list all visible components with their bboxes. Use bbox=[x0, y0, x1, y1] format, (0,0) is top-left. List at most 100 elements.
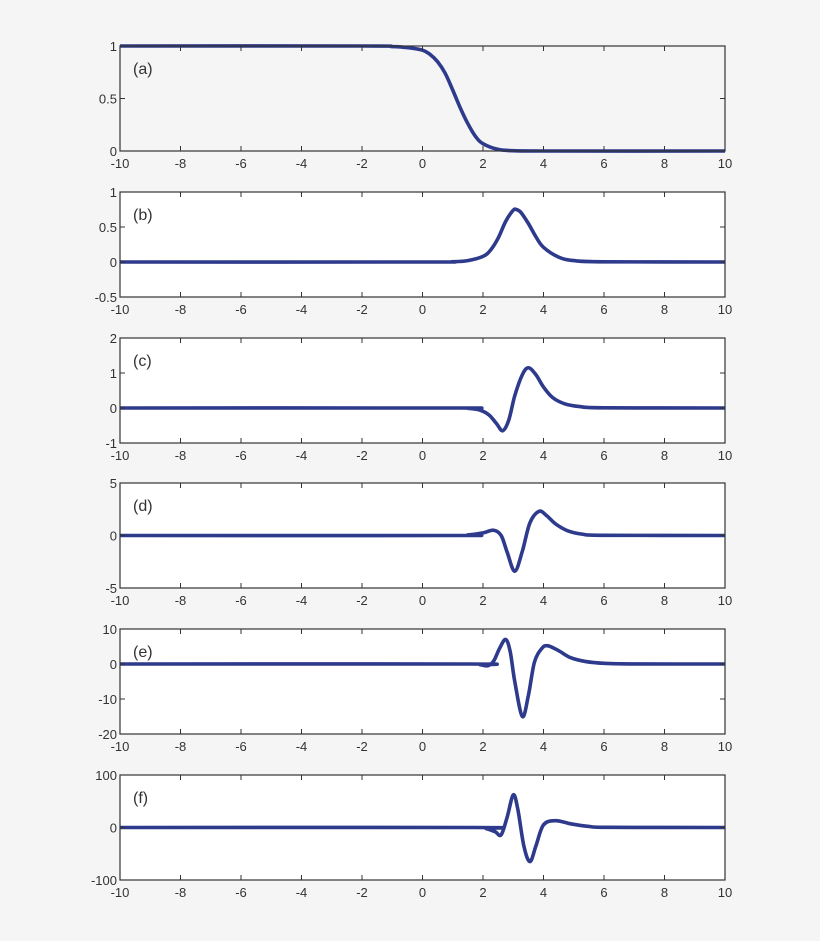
plot-area bbox=[120, 338, 725, 443]
x-tick-label: 10 bbox=[718, 302, 732, 317]
x-tick-label: -6 bbox=[235, 593, 247, 608]
x-tick-label: 6 bbox=[600, 593, 607, 608]
x-tick-label: -2 bbox=[356, 885, 368, 900]
x-tick-label: -6 bbox=[235, 739, 247, 754]
x-tick-label: 8 bbox=[661, 448, 668, 463]
subplot-a: -10 -8 -6 -4 -2 0 2 4 6 8 10 0 0.5 1 (a) bbox=[99, 39, 732, 171]
data-line bbox=[120, 509, 725, 573]
y-tick-label: 100 bbox=[95, 768, 117, 783]
x-tick-label: 8 bbox=[661, 885, 668, 900]
x-tick-label: 0 bbox=[419, 448, 426, 463]
plot-area bbox=[120, 629, 725, 734]
y-tick-label: 0.5 bbox=[99, 220, 117, 235]
x-tick-label: -8 bbox=[175, 156, 187, 171]
x-tick-label: -8 bbox=[175, 593, 187, 608]
y-tick-label: -1 bbox=[105, 436, 117, 451]
x-tick-label: 2 bbox=[479, 739, 486, 754]
x-tick-label: -10 bbox=[111, 739, 130, 754]
y-tick-label: -100 bbox=[91, 873, 117, 888]
x-tick-label: -4 bbox=[296, 885, 308, 900]
x-tick-label: 6 bbox=[600, 302, 607, 317]
x-tick-label: 8 bbox=[661, 156, 668, 171]
x-tick-label: 0 bbox=[419, 739, 426, 754]
x-tick-label: 4 bbox=[540, 593, 547, 608]
y-tick-label: 0 bbox=[110, 529, 117, 544]
x-tick-label: 2 bbox=[479, 593, 486, 608]
y-tick-label: -0.5 bbox=[95, 290, 117, 305]
x-tick-label: -4 bbox=[296, 593, 308, 608]
y-tick-label: 0 bbox=[110, 821, 117, 836]
x-tick-label: -6 bbox=[235, 302, 247, 317]
y-tick-label: 0 bbox=[110, 144, 117, 159]
x-tick-label: -10 bbox=[111, 593, 130, 608]
panel-label: (c) bbox=[133, 353, 152, 370]
y-tick-label: 1 bbox=[110, 39, 117, 54]
x-tick-label: -6 bbox=[235, 156, 247, 171]
y-tick-label: 5 bbox=[110, 476, 117, 491]
x-tick-label: -8 bbox=[175, 302, 187, 317]
x-tick-label: -6 bbox=[235, 885, 247, 900]
subplot-d: -10 -8 -6 -4 -2 0 2 4 6 8 10 -5 0 5 (d) bbox=[105, 476, 732, 608]
x-tick-label: 4 bbox=[540, 739, 547, 754]
y-tick-label: 2 bbox=[110, 331, 117, 346]
x-tick-label: 10 bbox=[718, 156, 732, 171]
x-tick-label: 2 bbox=[479, 885, 486, 900]
y-tick-label: 1 bbox=[110, 366, 117, 381]
x-tick-label: 8 bbox=[661, 302, 668, 317]
x-tick-label: 10 bbox=[718, 739, 732, 754]
x-tick-label: 10 bbox=[718, 593, 732, 608]
x-tick-label: 6 bbox=[600, 739, 607, 754]
x-tick-label: 6 bbox=[600, 448, 607, 463]
x-tick-label: 0 bbox=[419, 885, 426, 900]
panel-label: (e) bbox=[133, 644, 153, 661]
subplot-b: -10 -8 -6 -4 -2 0 2 4 6 8 10 -0.5 0 0.5 1 (b) bbox=[95, 185, 733, 317]
x-tick-label: -8 bbox=[175, 885, 187, 900]
x-tick-label: 4 bbox=[540, 302, 547, 317]
y-tick-label: -20 bbox=[98, 727, 117, 742]
x-tick-label: -2 bbox=[356, 302, 368, 317]
y-tick-label: 0 bbox=[110, 657, 117, 672]
y-tick-label: -10 bbox=[98, 692, 117, 707]
y-tick-label: 10 bbox=[103, 622, 117, 637]
plot-area bbox=[120, 192, 725, 297]
x-tick-label: 6 bbox=[600, 156, 607, 171]
y-tick-label: 0 bbox=[110, 255, 117, 270]
x-tick-label: -4 bbox=[296, 156, 308, 171]
x-tick-label: -10 bbox=[111, 885, 130, 900]
x-tick-label: -2 bbox=[356, 448, 368, 463]
x-tick-label: -6 bbox=[235, 448, 247, 463]
x-tick-label: 4 bbox=[540, 156, 547, 171]
x-tick-label: -2 bbox=[356, 593, 368, 608]
x-tick-label: -4 bbox=[296, 739, 308, 754]
x-tick-label: -8 bbox=[175, 739, 187, 754]
panel-label: (b) bbox=[133, 207, 153, 224]
x-tick-label: -10 bbox=[111, 302, 130, 317]
data-line bbox=[120, 793, 725, 864]
subplot-f: -10 -8 -6 -4 -2 0 2 4 6 8 10 -100 0 100 (f) bbox=[91, 768, 732, 900]
x-tick-label: 2 bbox=[479, 448, 486, 463]
x-tick-label: 4 bbox=[540, 885, 547, 900]
y-tick-label: -5 bbox=[105, 581, 117, 596]
x-tick-label: 8 bbox=[661, 739, 668, 754]
x-tick-label: -4 bbox=[296, 302, 308, 317]
data-line bbox=[120, 365, 725, 433]
x-tick-label: -10 bbox=[111, 448, 130, 463]
y-tick-label: 0.5 bbox=[99, 92, 117, 107]
x-tick-label: -10 bbox=[111, 156, 130, 171]
panel-label: (a) bbox=[133, 61, 153, 78]
y-tick-label: 0 bbox=[110, 401, 117, 416]
data-line bbox=[120, 637, 725, 719]
plot-area bbox=[120, 46, 725, 151]
x-tick-label: 6 bbox=[600, 885, 607, 900]
x-tick-label: 2 bbox=[479, 302, 486, 317]
x-tick-label: 4 bbox=[540, 448, 547, 463]
x-tick-label: -8 bbox=[175, 448, 187, 463]
x-tick-label: -2 bbox=[356, 156, 368, 171]
x-tick-label: 0 bbox=[419, 302, 426, 317]
data-line bbox=[120, 207, 725, 264]
x-tick-label: 0 bbox=[419, 593, 426, 608]
x-tick-label: -4 bbox=[296, 448, 308, 463]
x-tick-label: 10 bbox=[718, 448, 732, 463]
